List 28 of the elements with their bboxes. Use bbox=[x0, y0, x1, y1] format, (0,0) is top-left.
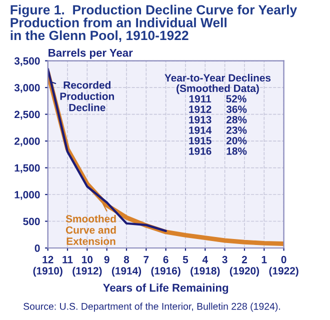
annotation: Smoothed Curve and Extension bbox=[66, 214, 116, 245]
annotation: Recorded Production Decline bbox=[60, 81, 114, 112]
y-tick-label: 2,500 bbox=[14, 110, 40, 120]
y-tick-label: 0 bbox=[34, 244, 40, 252]
x-tick-label: 3 bbox=[222, 256, 228, 264]
x-tick-label: 12 (1910) bbox=[33, 256, 62, 277]
annotation: Year-to-Year Declines (Smoothed Data) 1911 52% 1912 36% 1913 28% 1914 23% 1915 20% 1916 18% bbox=[164, 74, 271, 155]
x-tick-label: 8 (1914) bbox=[112, 256, 142, 277]
y-axis-title: Barrels per Year bbox=[48, 48, 133, 59]
x-axis-title: Years of Life Remaining bbox=[103, 284, 228, 294]
y-tick-label: 2,000 bbox=[14, 138, 40, 146]
x-tick-label: 0 (1922) bbox=[269, 256, 298, 277]
x-tick-label: 5 bbox=[182, 256, 188, 264]
x-tick-label: 1 bbox=[262, 256, 267, 264]
y-tick-label: 3,000 bbox=[14, 84, 40, 93]
chart-title: Figure 1. Production Decline Curve for Yearly Production from an Individual Well in the Glenn Pool, 1910-1922 bbox=[10, 4, 298, 42]
y-tick-label: 3,500 bbox=[14, 57, 40, 66]
source-note: Source: U.S. Department of the Interior, Bulletin 228 (1924). bbox=[24, 302, 280, 312]
y-tick-label: 1,500 bbox=[14, 164, 40, 174]
x-tick-label: 10 (1912) bbox=[72, 256, 102, 277]
x-tick-label: 2 (1920) bbox=[230, 256, 260, 277]
y-tick-label: 500 bbox=[23, 218, 40, 226]
x-tick-label: 9 bbox=[104, 256, 110, 264]
x-tick-label: 11 bbox=[62, 256, 73, 264]
x-tick-label: 7 bbox=[144, 256, 149, 264]
y-tick-label: 1,000 bbox=[14, 191, 40, 200]
x-tick-label: 4 (1918) bbox=[190, 256, 220, 277]
x-tick-label: 6 (1916) bbox=[151, 256, 180, 277]
